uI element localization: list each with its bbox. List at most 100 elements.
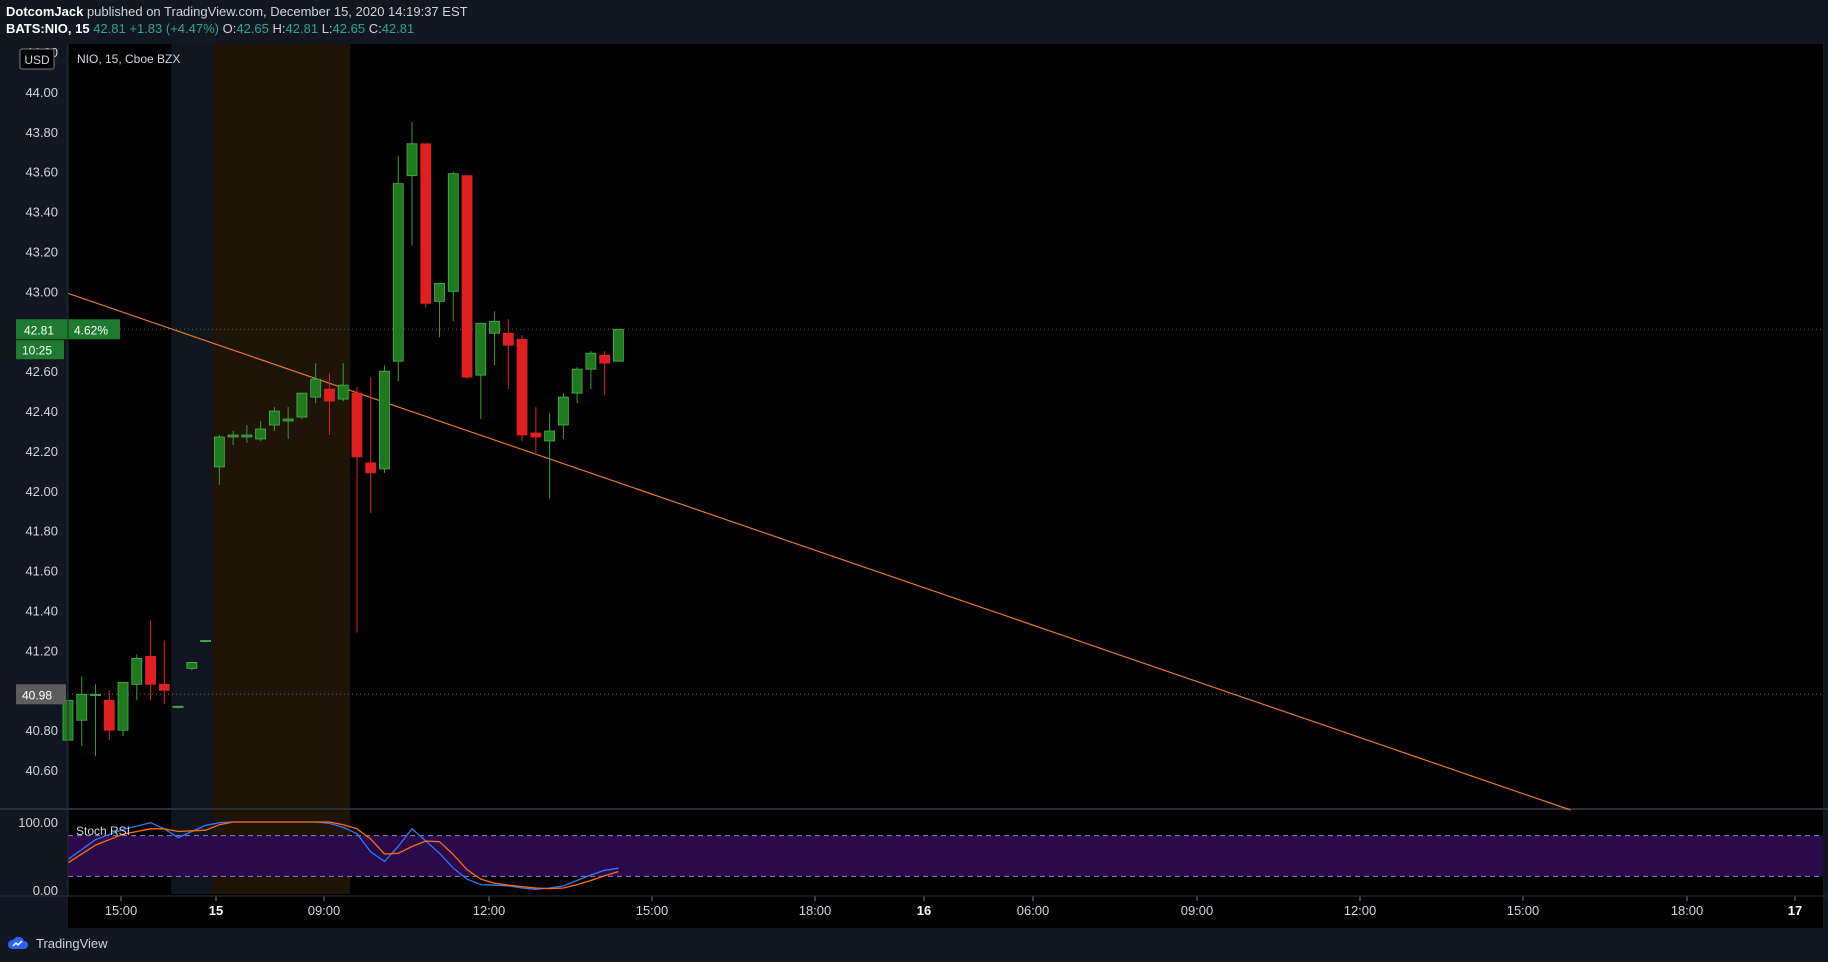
candle-body: [255, 428, 267, 440]
candle-body: [172, 705, 184, 708]
candle: [213, 434, 225, 485]
candle: [282, 407, 294, 439]
price-badges: 42.81 4.62% 10:25 40.98: [16, 319, 120, 705]
premarket-session: [212, 44, 351, 894]
candle-body: [516, 338, 528, 436]
chart-legend-title: NIO, 15, Cboe BZX: [77, 52, 180, 66]
open-label: O:: [222, 21, 237, 36]
stoch-rsi-d-line: [67, 821, 619, 890]
price-tick-label: 40.60: [25, 763, 58, 778]
candle-body: [158, 683, 170, 691]
candle: [103, 690, 115, 741]
candle-body: [461, 175, 473, 378]
candle-body: [268, 410, 280, 426]
price-tick-label: 42.20: [25, 444, 58, 459]
last-price: 42.81: [93, 21, 126, 36]
rsi-axis: 100.00 0.00: [18, 815, 58, 898]
time-tick-label: 15:00: [636, 903, 669, 918]
price-tick-label: 41.80: [25, 524, 58, 539]
open-value: 42.65: [236, 21, 269, 36]
candle-body: [213, 436, 225, 468]
candle-body: [420, 143, 432, 304]
candle-body: [489, 320, 500, 334]
price-tick-label: 40.80: [25, 723, 58, 738]
price-tick-label: 43.40: [25, 205, 58, 220]
low-label: L:: [321, 21, 333, 36]
price-tick-label: 43.20: [25, 244, 58, 259]
price-tick-label: 43.80: [25, 125, 58, 140]
time-tick-label: 15:00: [105, 903, 138, 918]
price-tick-label: 42.40: [25, 404, 58, 419]
candle: [544, 413, 555, 499]
session-shading: [171, 44, 351, 894]
candle: [475, 322, 487, 420]
candle-body: [200, 640, 212, 643]
price-tick-label: 42.00: [25, 484, 58, 499]
candle-body: [530, 432, 542, 438]
candle: [255, 421, 267, 441]
prev-close-badge-text: 40.98: [22, 688, 52, 702]
candle-body: [599, 354, 611, 364]
candle: [420, 143, 432, 308]
price-tick-label: 41.60: [25, 564, 58, 579]
price-tick-label: 41.20: [25, 643, 58, 658]
stoch-rsi-title[interactable]: Stoch RSI: [76, 824, 130, 838]
candle: [571, 367, 583, 404]
price-change: +1.83 (+4.47%): [129, 21, 219, 36]
publish-info: DotcomJack published on TradingView.com,…: [6, 4, 468, 19]
high-value: 42.81: [285, 21, 319, 36]
time-tick-label: 06:00: [1017, 903, 1050, 918]
candle-body: [351, 392, 363, 458]
candle-body: [337, 384, 349, 400]
candles: [62, 121, 624, 757]
candle: [131, 654, 143, 701]
candle-body: [310, 378, 322, 398]
tradingview-logo[interactable]: TradingView: [6, 935, 108, 951]
candle: [489, 311, 500, 366]
symbol-ohlc: BATS:NIO, 15 42.81 +1.83 (+4.47%) O:42.6…: [6, 21, 414, 36]
candle: [268, 407, 280, 431]
candle-body: [613, 328, 624, 362]
rsi-tick-label: 0.00: [33, 883, 58, 898]
candle: [613, 328, 624, 362]
time-tick-label: 09:00: [308, 903, 341, 918]
candle: [337, 363, 349, 402]
close-label: C:: [368, 21, 382, 36]
candle: [310, 363, 322, 404]
candle: [76, 676, 88, 747]
candle: [324, 373, 335, 435]
time-tick-label: 18:00: [799, 903, 832, 918]
time-tick-label: 15:00: [1507, 903, 1540, 918]
candle-body: [227, 434, 239, 438]
candle: [145, 620, 156, 701]
candle-body: [392, 183, 404, 362]
symbol-label: BATS:NIO, 15: [6, 21, 90, 36]
time-tick-label: 15: [209, 903, 223, 918]
candle: [351, 387, 363, 633]
author-name[interactable]: DotcomJack: [6, 4, 84, 19]
candle: [530, 407, 542, 453]
candle-body: [186, 661, 198, 669]
time-tick-label: 09:00: [1181, 903, 1214, 918]
candle-body: [502, 332, 514, 346]
candle-body: [324, 388, 335, 402]
time-axis[interactable]: 15:00 15 09:00 12:00 15:00 18:00 16 06:00 09:00 1…: [105, 896, 1803, 918]
candle: [406, 121, 418, 246]
price-tick-label: 44.00: [25, 85, 58, 100]
price-chart[interactable]: 44.2044.0043.8043.6043.4043.2043.0042.80…: [0, 44, 1828, 930]
candle: [516, 335, 528, 441]
published-text: published on TradingView.com, December 1…: [86, 4, 468, 19]
low-value: 42.65: [332, 21, 366, 36]
currency-label[interactable]: USD: [19, 48, 55, 70]
currency-text: USD: [24, 53, 50, 67]
candle: [447, 171, 459, 322]
candle-body: [296, 392, 308, 418]
brand-name: TradingView: [36, 935, 108, 951]
candle-body: [282, 418, 294, 422]
candle-body: [585, 352, 597, 370]
time-tick-label: 17: [1788, 903, 1802, 918]
candle: [227, 431, 239, 445]
candle: [599, 351, 611, 396]
candle: [241, 425, 253, 443]
candle: [461, 175, 473, 380]
